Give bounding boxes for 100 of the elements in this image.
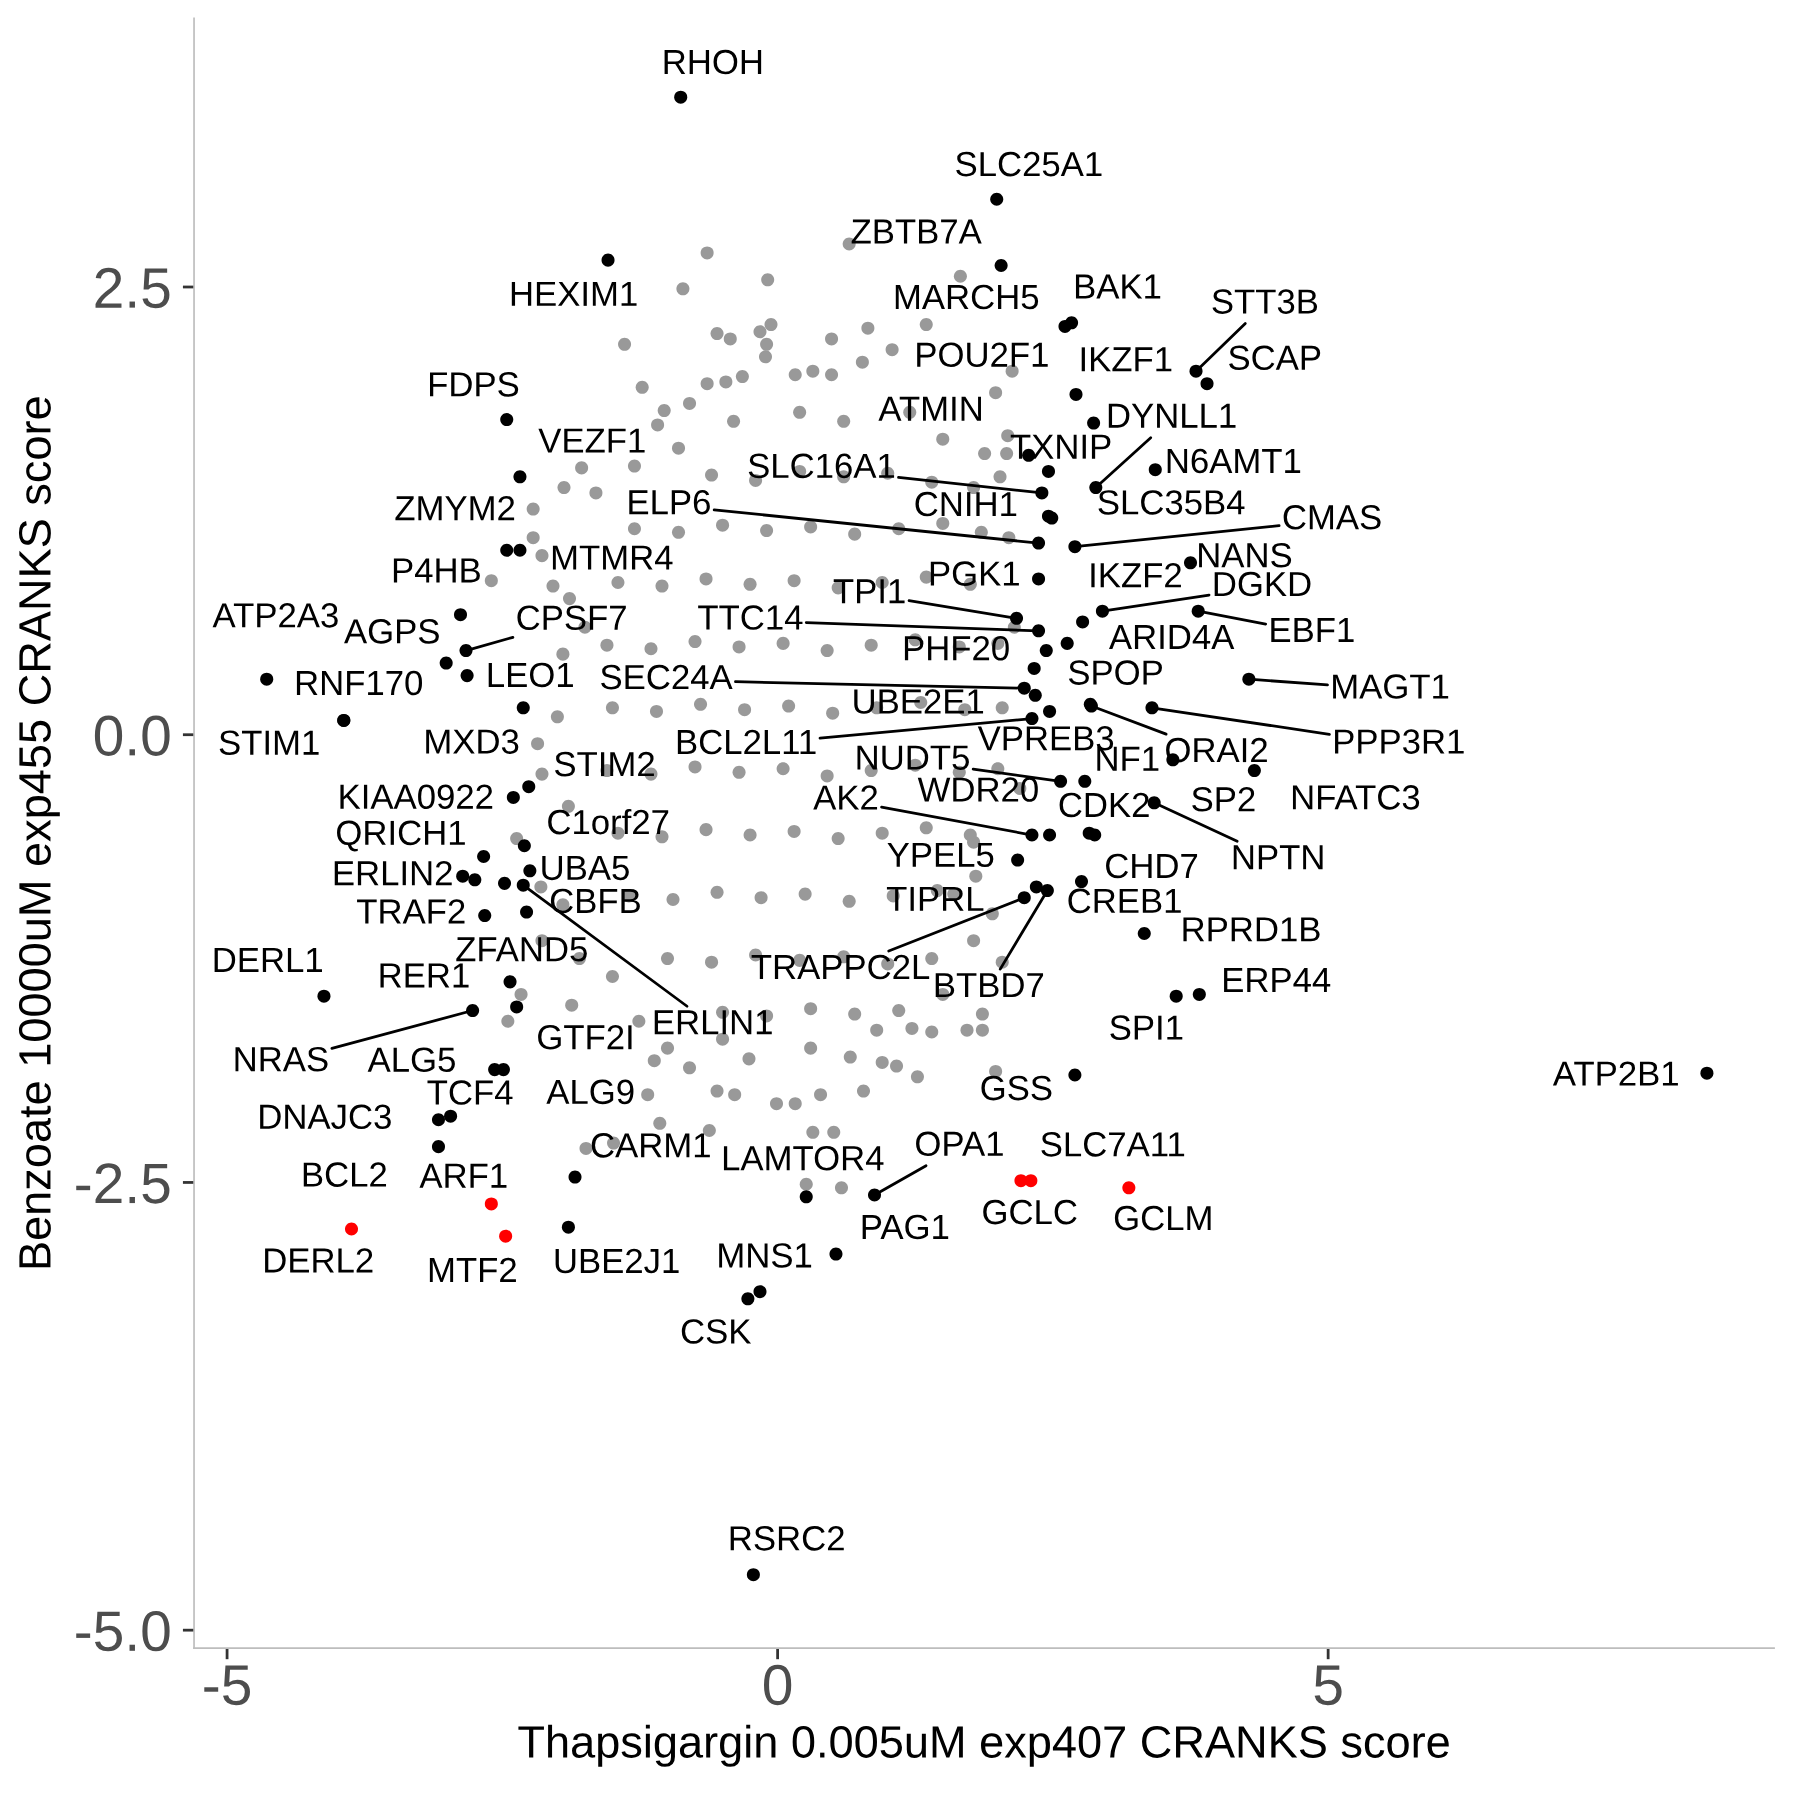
annotation: UBE2J1 xyxy=(555,1248,679,1274)
annotation: SPI1 xyxy=(1110,1015,1183,1040)
annotation: ATMIN xyxy=(878,396,981,421)
annotation: DERL1 xyxy=(214,947,322,972)
annotation: P4HB xyxy=(393,558,480,583)
annotation: POU2F1 xyxy=(917,342,1048,368)
annotation: STT3B xyxy=(1212,289,1318,314)
annotation: CSK xyxy=(681,1319,752,1344)
annotation: IKZF2 xyxy=(1091,563,1181,588)
x-tick-label: -5 xyxy=(204,1665,250,1706)
annotation: CDK2 xyxy=(1059,792,1149,818)
annotation: MXD3 xyxy=(426,729,519,754)
annotation: SLC16A1 xyxy=(748,453,895,479)
annotation: SLC35B4 xyxy=(1098,490,1245,515)
annotation: TXNIP xyxy=(1010,434,1111,459)
annotation: GTF2I xyxy=(538,1024,632,1050)
y-tick-label: 0.0 xyxy=(94,715,170,756)
annotation: BCL2 xyxy=(303,1162,387,1187)
annotation: DNAJC3 xyxy=(260,1104,391,1130)
annotation: ATP2A3 xyxy=(212,603,338,628)
annotation: EBF1 xyxy=(1271,618,1354,642)
annotation: UBE2E1 xyxy=(854,689,984,714)
annotation: QRICH1 xyxy=(337,820,465,852)
annotation: MTF2 xyxy=(429,1257,516,1282)
annotation: CNIH1 xyxy=(915,491,1017,517)
annotation: TCF4 xyxy=(427,1080,513,1105)
y-tick-label: -2.5 xyxy=(76,1163,170,1204)
x-tick-label: 5 xyxy=(1314,1665,1342,1706)
annotation: MTMR4 xyxy=(552,545,673,570)
annotation: GCLM xyxy=(1114,1205,1211,1231)
annotation: PHF20 xyxy=(904,635,1009,661)
annotation: CARM1 xyxy=(591,1133,710,1158)
annotation: SLC7A11 xyxy=(1041,1132,1185,1157)
x-axis-title: Thapsigargin 0.005uM exp407 CRANKS score xyxy=(518,1724,1449,1767)
annotation: BCL2L11 xyxy=(677,729,816,755)
annotation: PPP3R1 xyxy=(1335,729,1464,754)
annotation: LEO1 xyxy=(488,662,573,688)
annotation: AK2 xyxy=(813,785,878,810)
annotation: UBA5 xyxy=(542,855,629,881)
annotation: BAK1 xyxy=(1075,274,1161,299)
annotation: TRAF2 xyxy=(357,899,465,924)
annotation: MNS1 xyxy=(719,1243,812,1268)
annotation: DERL2 xyxy=(265,1248,373,1273)
annotation: ERLIN2 xyxy=(334,860,452,886)
annotation: CPSF7 xyxy=(517,605,626,631)
annotation: ARF1 xyxy=(419,1163,507,1188)
annotation: YPEL5 xyxy=(887,842,994,868)
annotation: IKZF1 xyxy=(1081,347,1172,372)
annotation: NRAS xyxy=(235,1046,328,1072)
annotation: FDPS xyxy=(430,372,519,397)
annotation: VEZF1 xyxy=(538,428,645,453)
annotation: BTBD7 xyxy=(935,973,1044,998)
annotation: RPRD1B xyxy=(1183,917,1320,942)
annotation: CHD7 xyxy=(1106,853,1198,879)
annotation: CBFB xyxy=(550,888,640,914)
annotation: PGK1 xyxy=(930,561,1019,586)
annotation: TRAPPC2L xyxy=(751,954,930,980)
annotation: TPI1 xyxy=(833,579,905,604)
annotation: WDR20 xyxy=(917,777,1038,802)
annotation: GCLC xyxy=(983,1199,1077,1225)
y-tick-label: -5.0 xyxy=(76,1611,170,1652)
annotation: ZBTB7A xyxy=(851,219,982,244)
annotation: ARID4A xyxy=(1109,625,1235,649)
annotation: AGPS xyxy=(344,619,439,644)
annotation: MARCH5 xyxy=(895,284,1039,310)
annotation: STIM2 xyxy=(554,751,654,777)
annotation: SCAP xyxy=(1229,345,1321,371)
annotation: NPTN xyxy=(1233,845,1323,870)
annotation: HEXIM1 xyxy=(511,281,637,306)
annotation: PAG1 xyxy=(862,1214,949,1240)
annotation: ALG9 xyxy=(546,1079,634,1105)
annotation: ORAI2 xyxy=(1166,737,1267,763)
annotation: ELP6 xyxy=(629,489,710,515)
annotation: ERP44 xyxy=(1224,968,1331,992)
annotation: SP2 xyxy=(1192,787,1255,812)
x-tick-label: 0 xyxy=(764,1664,792,1706)
annotation: ZFAND5 xyxy=(456,937,587,962)
annotation: ERLIN1 xyxy=(654,1010,772,1035)
y-axis-title: Benzoate 10000uM exp455 CRANKS score xyxy=(18,397,60,1268)
annotation: OPA1 xyxy=(916,1131,1003,1157)
annotation: CMAS xyxy=(1283,505,1381,530)
annotation: GSS xyxy=(981,1075,1052,1101)
annotation: CREB1 xyxy=(1068,888,1181,914)
annotation: DGKD xyxy=(1214,571,1311,597)
annotation: C1orf27 xyxy=(548,808,669,835)
annotation: MAGT1 xyxy=(1333,674,1449,699)
annotation: N6AMT1 xyxy=(1167,448,1301,474)
annotation: RSRC2 xyxy=(730,1526,844,1551)
annotation: NUDT5 xyxy=(857,745,969,770)
annotation: RHOH xyxy=(664,49,762,75)
annotation: SEC24A xyxy=(601,664,733,690)
annotation: SLC25A1 xyxy=(956,151,1102,177)
annotation: RNF170 xyxy=(296,670,422,696)
y-tick-label: 2.5 xyxy=(95,267,170,309)
annotation: ATP2B1 xyxy=(1552,1061,1678,1086)
annotation: DYNLL1 xyxy=(1108,403,1236,428)
annotation: ZMYM2 xyxy=(395,495,515,521)
annotation: LAMTOR4 xyxy=(723,1145,884,1171)
annotation: NFATC3 xyxy=(1292,785,1420,810)
annotation: KIAA0922 xyxy=(340,784,493,810)
